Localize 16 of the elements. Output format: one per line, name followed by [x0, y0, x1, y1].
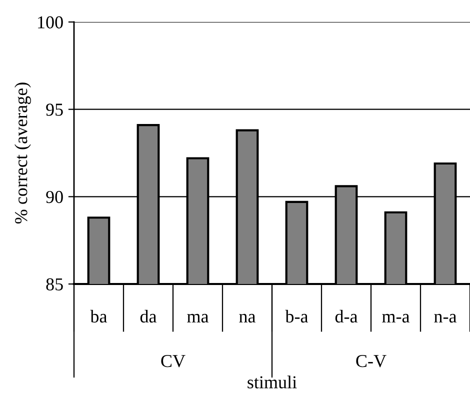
x-tick-label: b-a [285, 310, 308, 323]
text: C-V [356, 354, 386, 368]
x-tick-label: d-a [335, 310, 358, 323]
y-tick-label: 100 [38, 16, 63, 28]
y-tick-label: 85 [46, 278, 63, 290]
y-tick-label: 95 [46, 104, 63, 116]
y-tick-label: 90 [46, 190, 63, 204]
x-tick-label: na [239, 314, 256, 323]
x-axis-title: stimuli [248, 376, 297, 388]
x-tick-label: ba [90, 310, 108, 323]
text: CV [161, 354, 186, 368]
x-tick-label: m-a [382, 314, 410, 323]
x-tick-label: da [140, 310, 157, 323]
x-tick-label: n-a [434, 314, 457, 323]
x-tick-label: ma [187, 314, 209, 323]
y-axis-title: % correct (average) [14, 82, 31, 224]
